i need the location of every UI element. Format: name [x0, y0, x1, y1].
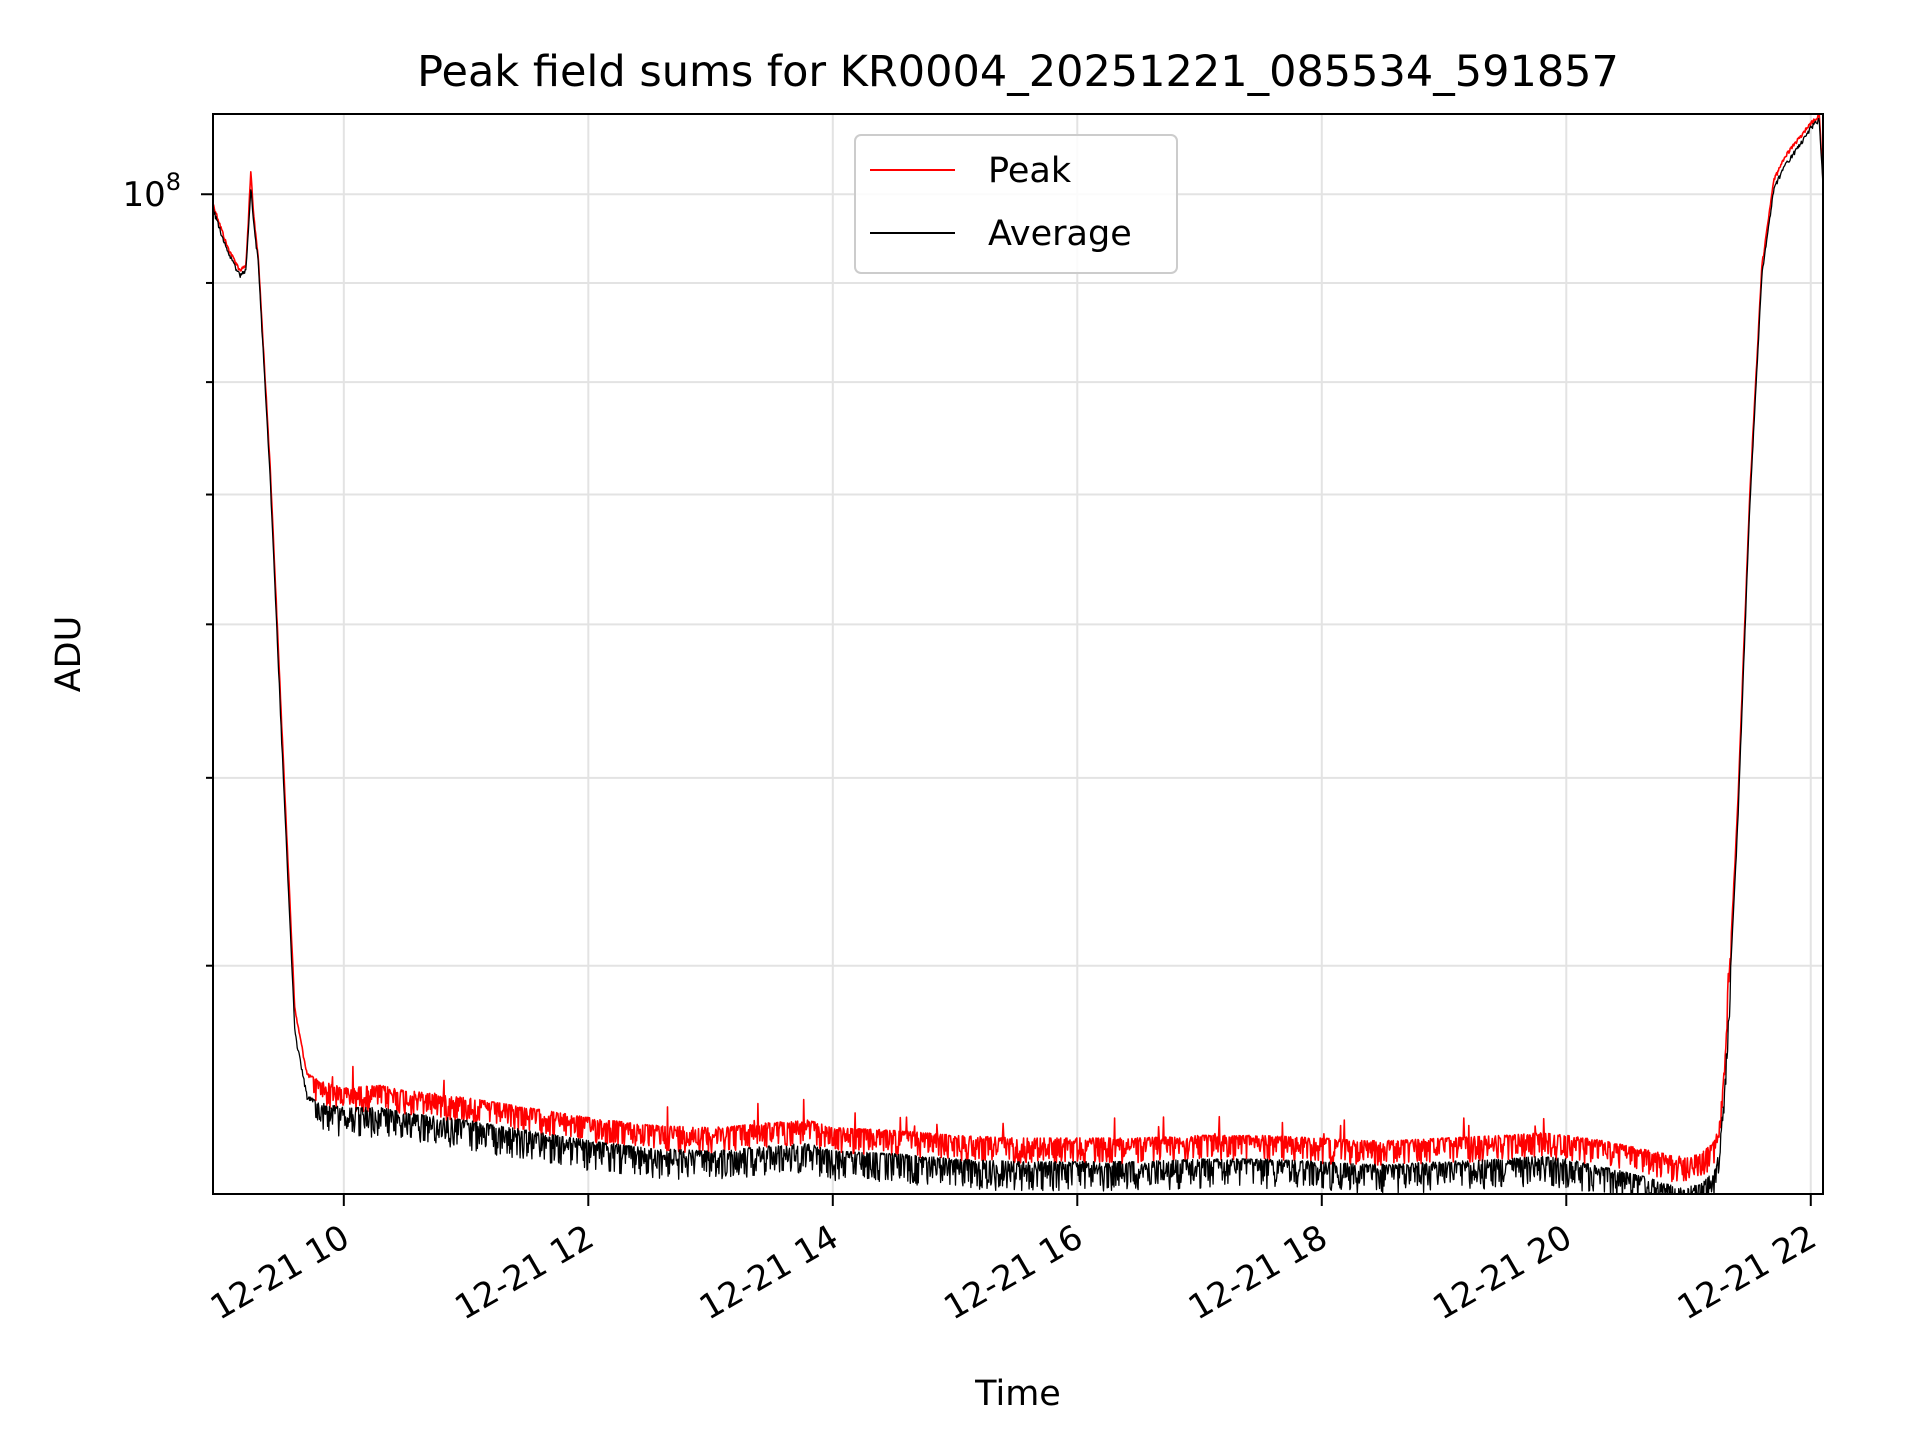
- y-tick-label: 108: [122, 168, 181, 215]
- y-axis-label: ADU: [49, 616, 89, 693]
- series-lines: [213, 114, 1823, 1194]
- x-axis-label: Time: [974, 1374, 1061, 1414]
- legend-label-average: Average: [988, 214, 1132, 254]
- legend-label-peak: Peak: [988, 151, 1072, 191]
- plot-frame: [212, 113, 1824, 1195]
- legend: Peak Average: [854, 134, 1178, 274]
- series-line-average: [213, 117, 1823, 1194]
- chart-title: Peak field sums for KR0004_20251221_0855…: [417, 47, 1619, 97]
